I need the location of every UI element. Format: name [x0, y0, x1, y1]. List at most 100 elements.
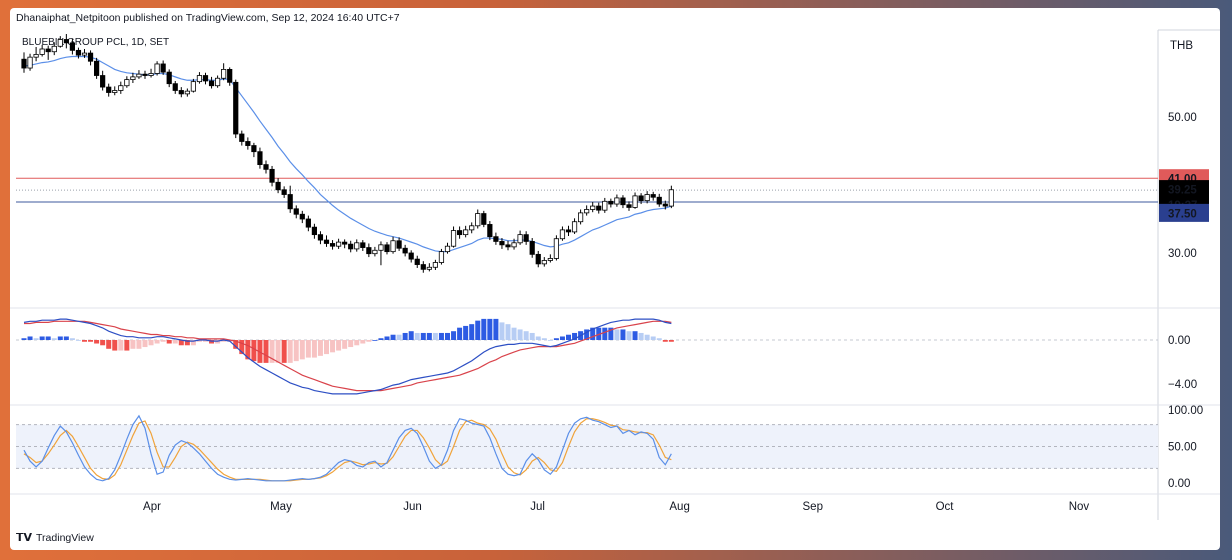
candle-body — [378, 244, 384, 251]
candle-41 — [269, 165, 275, 187]
candle-71 — [450, 226, 457, 248]
macd-histogram-bar — [650, 336, 656, 340]
candle-body — [535, 253, 541, 265]
candle-86 — [541, 257, 547, 267]
candle-56 — [360, 240, 366, 251]
candle-82 — [517, 230, 523, 245]
candle-body — [656, 196, 662, 205]
candle-body — [354, 242, 360, 250]
macd-histogram-bar — [487, 318, 493, 340]
macd-histogram-bar — [88, 340, 94, 342]
macd-histogram-bar — [190, 340, 196, 346]
candle-body — [390, 240, 396, 253]
candle-3 — [39, 44, 45, 57]
macd-histogram-bar — [184, 340, 190, 346]
candle-43 — [281, 186, 287, 198]
candle-body — [608, 200, 614, 205]
candle-58 — [372, 246, 378, 257]
candle-body — [360, 242, 366, 248]
macd-histogram-bar — [348, 340, 354, 348]
macd-histogram-bar — [566, 334, 571, 340]
publisher-caption: Dhanaiphat_Netpitoon published on Tradin… — [16, 12, 400, 24]
macd-histogram-bar — [124, 340, 130, 351]
candle-body — [529, 241, 535, 255]
candle-body — [69, 42, 76, 51]
macd-histogram-bar — [620, 329, 626, 340]
macd-histogram-bar — [209, 340, 215, 344]
macd-histogram-bar — [547, 340, 553, 341]
macd-histogram-bar — [463, 325, 469, 340]
candle-body — [63, 39, 69, 44]
macd-histogram-bar — [523, 331, 529, 340]
macd-histogram-bar — [215, 340, 221, 344]
candle-body — [366, 247, 372, 255]
candle-27 — [184, 88, 190, 97]
macd-histogram-bar — [69, 338, 75, 340]
candle-90 — [565, 225, 572, 236]
candle-body — [202, 75, 209, 82]
candle-body — [426, 266, 432, 270]
macd-histogram-bar — [354, 340, 360, 346]
candle-body — [45, 48, 51, 53]
macd-histogram-bar — [632, 331, 638, 340]
candle-95 — [596, 202, 602, 214]
candle-104 — [650, 191, 656, 201]
price-tick-label: 30.00 — [1168, 248, 1197, 260]
candle-26 — [178, 87, 184, 98]
price-tick-label: 50.00 — [1168, 112, 1197, 124]
candle-103 — [644, 191, 650, 204]
candle-body — [553, 238, 560, 259]
candle-body — [136, 73, 142, 78]
candle-18 — [130, 72, 136, 83]
candle-5 — [51, 42, 57, 56]
candle-body — [27, 56, 33, 69]
tradingview-logo-icon: 𝗧𝗩 — [16, 532, 33, 544]
candle-body — [662, 203, 668, 207]
candle-body — [420, 264, 426, 270]
macd-histogram-bar — [154, 340, 160, 344]
candle-37 — [245, 137, 251, 150]
macd-histogram-bar — [662, 340, 668, 342]
candle-29 — [196, 72, 203, 84]
macd-histogram-bar — [33, 338, 39, 340]
candle-body — [481, 213, 487, 225]
candle-107 — [668, 185, 674, 209]
candle-96 — [602, 197, 608, 213]
candle-body — [547, 258, 553, 261]
macd-histogram-bar — [668, 340, 674, 342]
macd-histogram-bar — [100, 340, 106, 346]
candle-body — [305, 218, 311, 228]
x-tick-nov: Nov — [1069, 501, 1090, 513]
macd-histogram-bar — [529, 332, 535, 340]
candle-87 — [547, 254, 553, 263]
macd-histogram-bar — [378, 338, 384, 340]
macd-histogram-bar — [481, 318, 487, 340]
macd-histogram-bar — [148, 340, 154, 346]
macd-histogram-bar — [330, 340, 336, 353]
macd-histogram-bar — [608, 327, 614, 340]
candle-body — [148, 73, 154, 76]
candle-body — [281, 189, 287, 195]
candle-36 — [239, 130, 245, 146]
chart-canvas[interactable]: THB50.0030.0041.0039.2519:2737.500.00−4.… — [10, 8, 1220, 550]
macd-histogram-bar — [402, 332, 408, 340]
candle-body — [112, 90, 118, 93]
macd-histogram-bar — [160, 340, 166, 342]
candle-20 — [142, 70, 148, 79]
candle-57 — [366, 243, 372, 258]
macd-histogram-bar — [106, 340, 112, 349]
candle-body — [432, 262, 439, 268]
stoch-tick-label: 50.00 — [1168, 442, 1197, 454]
candle-45 — [293, 205, 299, 219]
macd-histogram-bar — [414, 332, 420, 340]
macd-histogram-bar — [305, 340, 311, 358]
macd-histogram-bar — [390, 334, 396, 340]
candle-body — [257, 151, 263, 165]
candle-79 — [499, 238, 505, 249]
footer-brand: 𝗧𝗩 TradingView — [16, 531, 94, 545]
candle-78 — [493, 232, 499, 245]
candle-97 — [608, 198, 614, 208]
macd-histogram-bar — [559, 336, 565, 340]
candle-24 — [166, 69, 172, 88]
candle-89 — [559, 226, 566, 241]
